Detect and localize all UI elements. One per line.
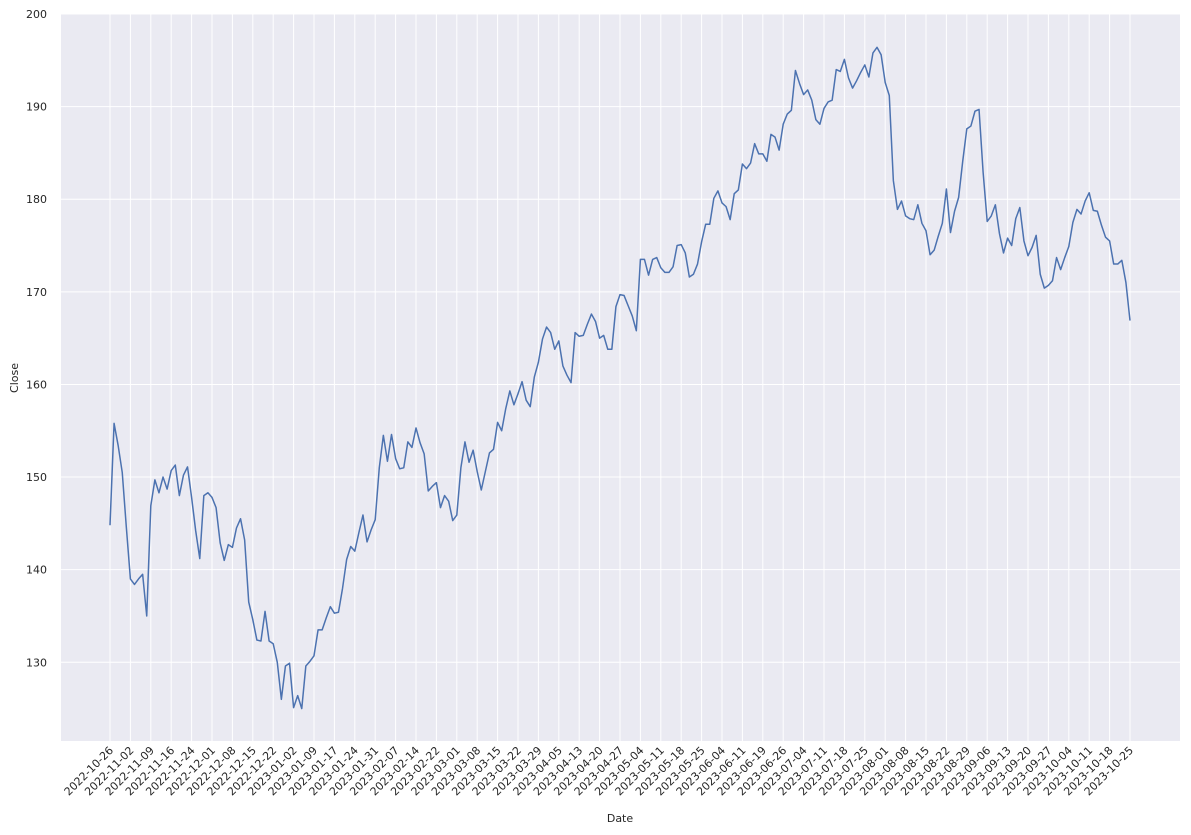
x-axis-label: Date xyxy=(607,812,634,825)
y-tick-label: 190 xyxy=(26,101,47,114)
y-tick-label: 140 xyxy=(26,564,47,577)
y-tick-label: 180 xyxy=(26,193,47,206)
y-tick-label: 170 xyxy=(26,286,47,299)
y-tick-label: 150 xyxy=(26,471,47,484)
y-tick-label: 200 xyxy=(26,8,47,21)
y-axis-label: Close xyxy=(8,363,21,393)
price-line xyxy=(109,46,1131,710)
y-tick-label: 130 xyxy=(26,656,47,669)
y-tick-label: 160 xyxy=(26,378,47,391)
